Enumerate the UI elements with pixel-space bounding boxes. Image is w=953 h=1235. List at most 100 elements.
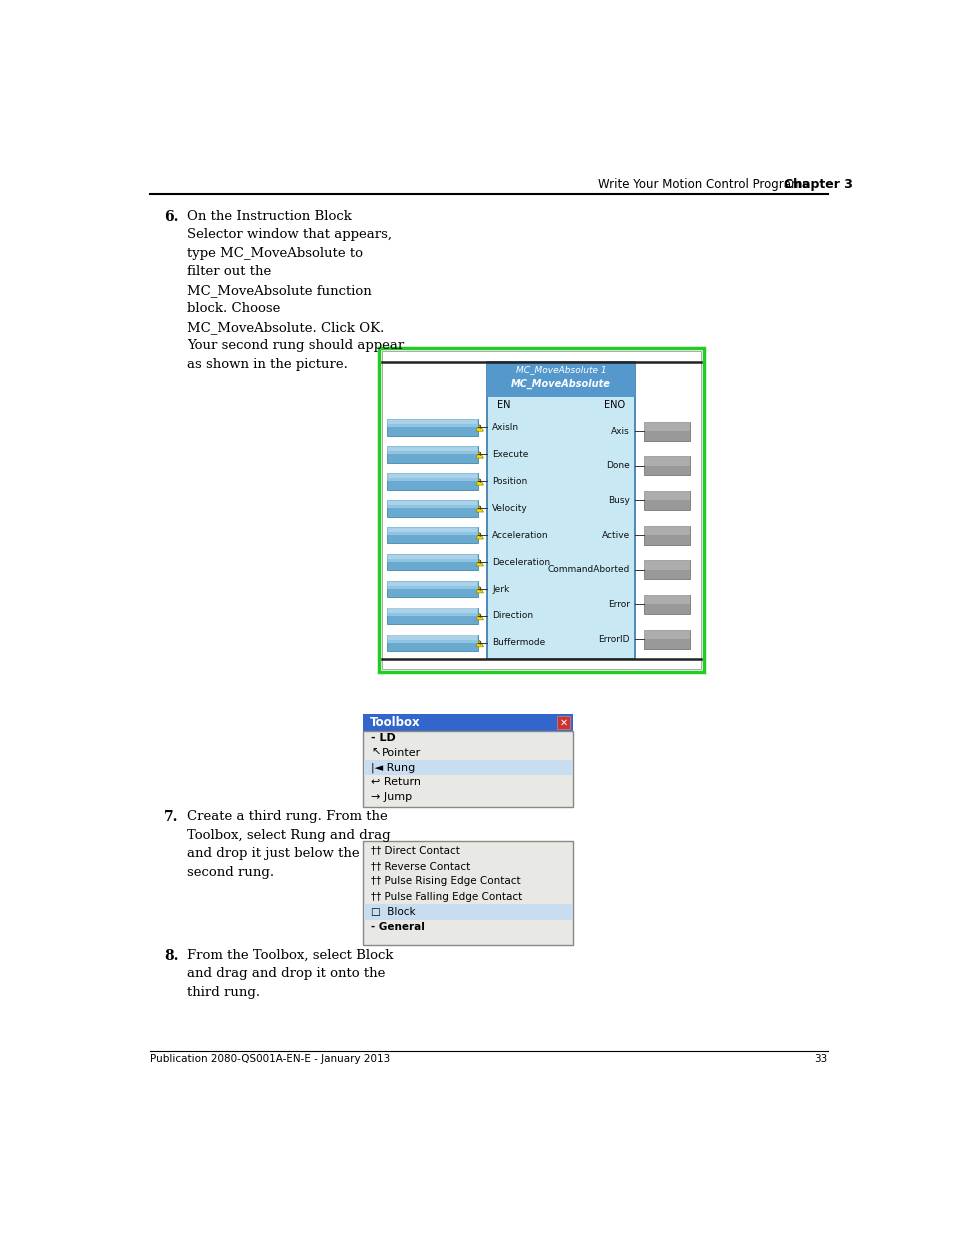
- Bar: [643, 526, 690, 545]
- Text: ↖: ↖: [371, 748, 380, 758]
- Text: Direction: Direction: [492, 611, 533, 620]
- Bar: [643, 421, 690, 441]
- Bar: [643, 595, 690, 614]
- Text: !: !: [477, 506, 480, 511]
- Text: □  Block: □ Block: [371, 906, 416, 918]
- Bar: [643, 595, 690, 604]
- Bar: [643, 492, 690, 510]
- Text: ↩ Return: ↩ Return: [371, 777, 420, 787]
- Bar: [386, 608, 477, 616]
- Text: Jerk: Jerk: [492, 584, 509, 594]
- Bar: [557, 716, 570, 729]
- Text: !: !: [477, 641, 480, 646]
- Bar: [386, 500, 477, 508]
- Text: Create a third rung. From the
Toolbox, select Rung and drag
and drop it just bel: Create a third rung. From the Toolbox, s…: [187, 810, 391, 879]
- Bar: [388, 447, 476, 451]
- Text: AxisIn: AxisIn: [492, 422, 518, 432]
- Text: !: !: [477, 559, 480, 564]
- Bar: [386, 446, 477, 454]
- Text: From the Toolbox, select Block
and drag and drop it onto the
third rung.: From the Toolbox, select Block and drag …: [187, 948, 394, 999]
- Text: 33: 33: [814, 1055, 827, 1065]
- Text: !: !: [477, 534, 480, 538]
- Bar: [386, 635, 477, 651]
- Bar: [386, 553, 477, 562]
- Text: Chapter 3: Chapter 3: [783, 178, 852, 191]
- Bar: [388, 555, 476, 558]
- Polygon shape: [476, 478, 483, 485]
- Bar: [487, 362, 634, 396]
- Bar: [364, 904, 571, 920]
- Bar: [378, 348, 703, 672]
- Text: CommandAborted: CommandAborted: [547, 566, 629, 574]
- Text: Axis: Axis: [611, 426, 629, 436]
- Text: !: !: [477, 614, 480, 619]
- Polygon shape: [476, 587, 483, 593]
- Bar: [643, 456, 690, 475]
- Text: 7.: 7.: [164, 810, 178, 825]
- Bar: [643, 421, 690, 431]
- Bar: [386, 473, 477, 489]
- Bar: [643, 526, 690, 535]
- Bar: [386, 580, 477, 598]
- Bar: [386, 635, 477, 643]
- Text: |◄ Rung: |◄ Rung: [371, 762, 415, 773]
- Text: †† Direct Contact: †† Direct Contact: [371, 846, 459, 856]
- Text: Velocity: Velocity: [492, 504, 527, 513]
- Bar: [388, 474, 476, 478]
- Bar: [363, 841, 572, 945]
- Bar: [386, 580, 477, 589]
- Bar: [643, 630, 690, 638]
- Text: †† Reverse Contact: †† Reverse Contact: [371, 861, 470, 871]
- Polygon shape: [476, 425, 483, 431]
- Text: !: !: [477, 452, 480, 457]
- Bar: [386, 608, 477, 625]
- Text: Execute: Execute: [492, 450, 528, 458]
- Text: Done: Done: [605, 462, 629, 471]
- Bar: [388, 500, 476, 505]
- Text: Active: Active: [601, 531, 629, 540]
- Polygon shape: [476, 559, 483, 566]
- Text: !: !: [477, 479, 480, 484]
- Bar: [363, 714, 572, 731]
- Text: Buffermode: Buffermode: [492, 638, 545, 647]
- Text: MC_MoveAbsolute 1: MC_MoveAbsolute 1: [516, 366, 606, 374]
- Bar: [386, 527, 477, 535]
- Text: EN: EN: [497, 400, 510, 410]
- Text: MC_MoveAbsolute: MC_MoveAbsolute: [511, 379, 610, 389]
- Bar: [381, 352, 700, 668]
- Text: !: !: [477, 587, 480, 592]
- Bar: [364, 761, 571, 776]
- Text: Deceleration: Deceleration: [492, 557, 550, 567]
- Text: Busy: Busy: [607, 496, 629, 505]
- Bar: [388, 527, 476, 532]
- Text: Error: Error: [607, 600, 629, 609]
- Bar: [388, 582, 476, 585]
- Text: - LD: - LD: [371, 734, 395, 743]
- Text: Publication 2080-QS001A-EN-E - January 2013: Publication 2080-QS001A-EN-E - January 2…: [150, 1055, 390, 1065]
- Bar: [388, 420, 476, 424]
- Polygon shape: [476, 532, 483, 538]
- Text: ✕: ✕: [559, 718, 567, 727]
- Text: †† Pulse Rising Edge Contact: †† Pulse Rising Edge Contact: [371, 877, 520, 887]
- Text: ENO: ENO: [603, 400, 624, 410]
- Text: ErrorID: ErrorID: [598, 635, 629, 643]
- Bar: [363, 731, 572, 806]
- Text: Pointer: Pointer: [381, 748, 421, 758]
- Text: Toolbox: Toolbox: [369, 716, 419, 729]
- Text: 6.: 6.: [164, 210, 178, 224]
- Bar: [643, 561, 690, 569]
- Text: → Jump: → Jump: [371, 792, 412, 802]
- Text: On the Instruction Block
Selector window that appears,
type MC_MoveAbsolute to
f: On the Instruction Block Selector window…: [187, 210, 404, 370]
- Bar: [386, 500, 477, 516]
- Bar: [487, 362, 634, 659]
- Text: 8.: 8.: [164, 948, 178, 963]
- Bar: [386, 473, 477, 482]
- Bar: [388, 609, 476, 613]
- Text: Position: Position: [492, 477, 527, 485]
- Text: !: !: [477, 425, 480, 430]
- Bar: [386, 446, 477, 463]
- Polygon shape: [476, 640, 483, 647]
- Bar: [388, 635, 476, 640]
- Polygon shape: [476, 452, 483, 458]
- Text: - General: - General: [371, 923, 424, 932]
